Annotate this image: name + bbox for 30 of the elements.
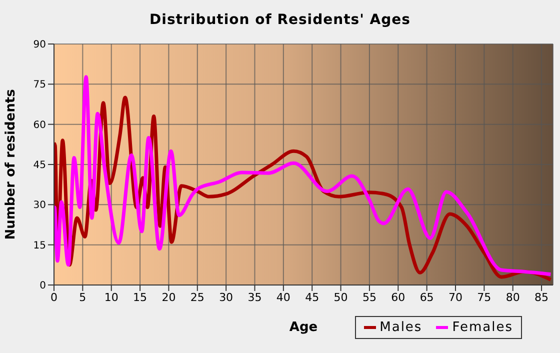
legend-label: Males (380, 320, 422, 335)
x-tick-label: 65 (420, 290, 434, 304)
x-tick-label: 55 (362, 290, 376, 304)
y-tick-label: 75 (33, 80, 46, 91)
x-tick-label: 30 (219, 290, 234, 304)
x-tick-label: 40 (276, 290, 290, 304)
x-tick-label: 85 (534, 290, 549, 304)
legend-label: Females (452, 320, 513, 335)
x-tick-label: 60 (391, 290, 406, 304)
x-tick-label: 75 (477, 290, 492, 304)
y-tick-label: 0 (40, 280, 46, 292)
y-axis-title: Number of residents (4, 88, 19, 240)
x-tick-label: 10 (104, 290, 118, 304)
y-tick-label: 45 (33, 160, 46, 172)
chart-title: Distribution of Residents' Ages (148, 12, 412, 28)
x-tick-label: 5 (79, 290, 86, 304)
x-axis-title: Age (289, 320, 318, 335)
x-tick-label: 35 (248, 290, 262, 304)
y-tick-label: 90 (33, 40, 46, 51)
x-tick-label: 15 (133, 290, 148, 304)
x-tick-label: 45 (305, 290, 320, 304)
y-tick-label: 60 (33, 120, 46, 131)
x-tick-label: 50 (334, 290, 348, 304)
x-tick-label: 25 (190, 290, 204, 304)
x-tick-label: 80 (506, 290, 520, 304)
x-tick-label: 20 (162, 290, 176, 304)
x-tick-label: 70 (448, 290, 462, 304)
x-tick-label: 0 (50, 290, 58, 304)
y-tick-label: 15 (33, 240, 46, 252)
y-tick-label: 30 (33, 200, 46, 212)
